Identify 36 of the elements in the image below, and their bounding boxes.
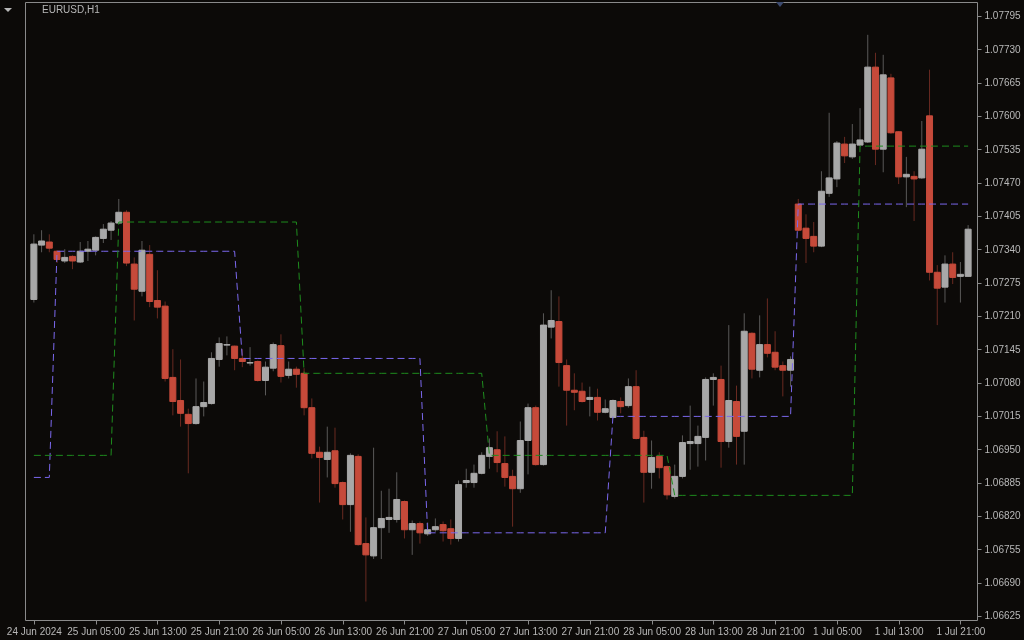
chart-title: EURUSD,H1 (42, 4, 101, 15)
x-tick-label: 25 Jun 13:00 (128, 625, 188, 637)
x-tick-label: 25 Jun 21:00 (190, 625, 250, 637)
y-tick-label: 1.06820 (984, 510, 1022, 522)
x-tick-label: 27 Jun 21:00 (561, 625, 620, 637)
x-tick-label: 1 Jul 21:00 (936, 625, 986, 637)
x-tick-label: 1 Jul 13:00 (874, 625, 925, 637)
y-tick-label: 1.07145 (984, 343, 1022, 355)
y-tick-label: 1.06755 (984, 543, 1022, 555)
x-tick-label: 28 Jun 21:00 (746, 625, 805, 637)
y-tick-label: 1.07535 (984, 143, 1022, 155)
y-tick-label: 1.07210 (984, 310, 1022, 322)
y-tick-label: 1.07080 (984, 377, 1022, 389)
x-tick-label: 26 Jun 13:00 (314, 625, 373, 637)
x-tick-label: 26 Jun 05:00 (252, 625, 311, 637)
y-tick-label: 1.07665 (984, 77, 1022, 89)
x-tick-label: 28 Jun 05:00 (623, 625, 682, 637)
y-tick-label: 1.07795 (984, 10, 1022, 22)
y-tick-label: 1.07340 (984, 243, 1022, 255)
x-tick-label: 1 Jul 05:00 (812, 625, 863, 637)
y-tick-label: 1.07015 (984, 410, 1022, 422)
x-tick-label: 28 Jun 13:00 (684, 625, 744, 637)
y-tick-label: 1.06690 (984, 577, 1022, 589)
y-tick-label: 1.06885 (984, 477, 1022, 489)
x-tick-label: 27 Jun 05:00 (437, 625, 497, 637)
y-tick-label: 1.07730 (984, 43, 1022, 55)
x-tick-label: 26 Jun 21:00 (376, 625, 435, 637)
x-tick-label: 25 Jun 05:00 (67, 625, 126, 637)
y-tick-label: 1.07405 (984, 210, 1022, 222)
x-tick-label: 27 Jun 13:00 (499, 625, 558, 637)
y-tick-label: 1.07600 (984, 110, 1022, 122)
y-tick-label: 1.07275 (984, 277, 1022, 289)
y-tick-label: 1.06625 (984, 610, 1022, 622)
y-tick-label: 1.06950 (984, 443, 1022, 455)
y-tick-label: 1.07470 (984, 177, 1022, 189)
x-tick-label: 24 Jun 2024 (6, 625, 63, 637)
